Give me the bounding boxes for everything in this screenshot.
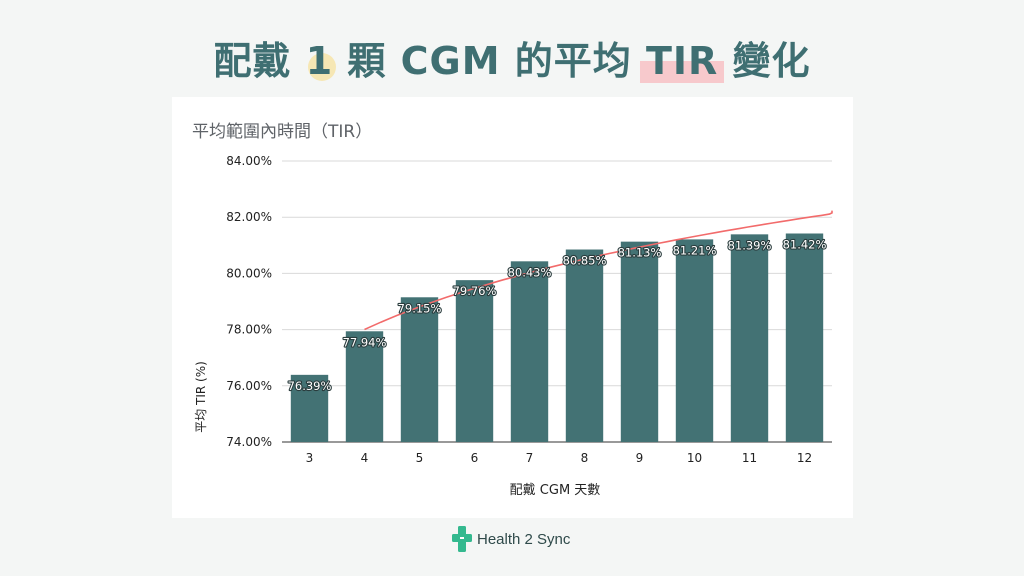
x-tick-label: 8	[581, 451, 589, 465]
x-tick-label: 11	[742, 451, 757, 465]
x-tick-label: 4	[361, 451, 369, 465]
data-label: 81.13%	[618, 246, 662, 260]
x-tick-label: 7	[526, 451, 534, 465]
y-tick-label: 76.00%	[226, 379, 272, 393]
x-tick-label: 12	[797, 451, 812, 465]
data-label: 81.21%	[673, 243, 717, 257]
data-label: 80.85%	[563, 254, 607, 268]
bar	[730, 234, 769, 442]
title-part-3: 變化	[718, 39, 811, 83]
x-tick-label: 3	[306, 451, 314, 465]
x-axis-label: 配戴 CGM 天數	[510, 483, 601, 498]
y-tick-label: 74.00%	[226, 435, 272, 449]
x-tick-label: 10	[687, 451, 702, 465]
y-tick-label: 82.00%	[226, 210, 272, 224]
bar	[620, 241, 659, 442]
title-part-2: 顆 CGM 的平均	[333, 39, 646, 83]
plot-area: 74.00% 76.00% 78.00% 80.00% 82.00% 84.00% 3 4 5 6…	[226, 154, 833, 465]
data-label: 79.15%	[398, 301, 442, 315]
chart-title: 平均範圍內時間（TIR）	[192, 122, 372, 142]
x-tick-label: 6	[471, 451, 479, 465]
title-part-1: 配戴	[213, 39, 306, 83]
data-label: 77.94%	[343, 335, 387, 349]
brand-logo: Health 2 Sync	[452, 524, 570, 554]
bar	[345, 331, 384, 442]
data-label: 80.43%	[508, 265, 552, 279]
x-tick-label: 9	[636, 451, 644, 465]
data-label: 79.76%	[453, 284, 497, 298]
y-tick-label: 84.00%	[226, 154, 272, 168]
y-axis-label: 平均 TIR (%)	[194, 361, 208, 433]
bar	[510, 261, 549, 442]
title-highlight: TIR	[639, 39, 725, 83]
data-label: 76.39%	[288, 379, 332, 393]
cross-logo-icon	[452, 526, 472, 552]
data-label: 81.39%	[728, 238, 772, 252]
bar	[400, 297, 439, 442]
page-title: 配戴 1 顆 CGM 的平均 TIR 變化	[0, 30, 1024, 85]
bar	[455, 280, 494, 442]
bar	[290, 374, 329, 442]
x-tick-label: 5	[416, 451, 424, 465]
brand-name: Health 2 Sync	[477, 530, 571, 548]
data-label: 81.42%	[783, 237, 827, 251]
bar	[785, 233, 824, 442]
chart-card: 平均範圍內時間（TIR） 平均 TIR (%) 配戴 CGM 天數 74.00%…	[172, 97, 853, 518]
y-tick-label: 78.00%	[226, 323, 272, 337]
bar	[675, 239, 714, 442]
bar	[565, 249, 604, 442]
title-number: 1	[305, 39, 337, 83]
y-tick-label: 80.00%	[226, 266, 272, 280]
trendline	[364, 210, 833, 331]
bar-chart: 平均範圍內時間（TIR） 平均 TIR (%) 配戴 CGM 天數 74.00%…	[192, 122, 833, 498]
